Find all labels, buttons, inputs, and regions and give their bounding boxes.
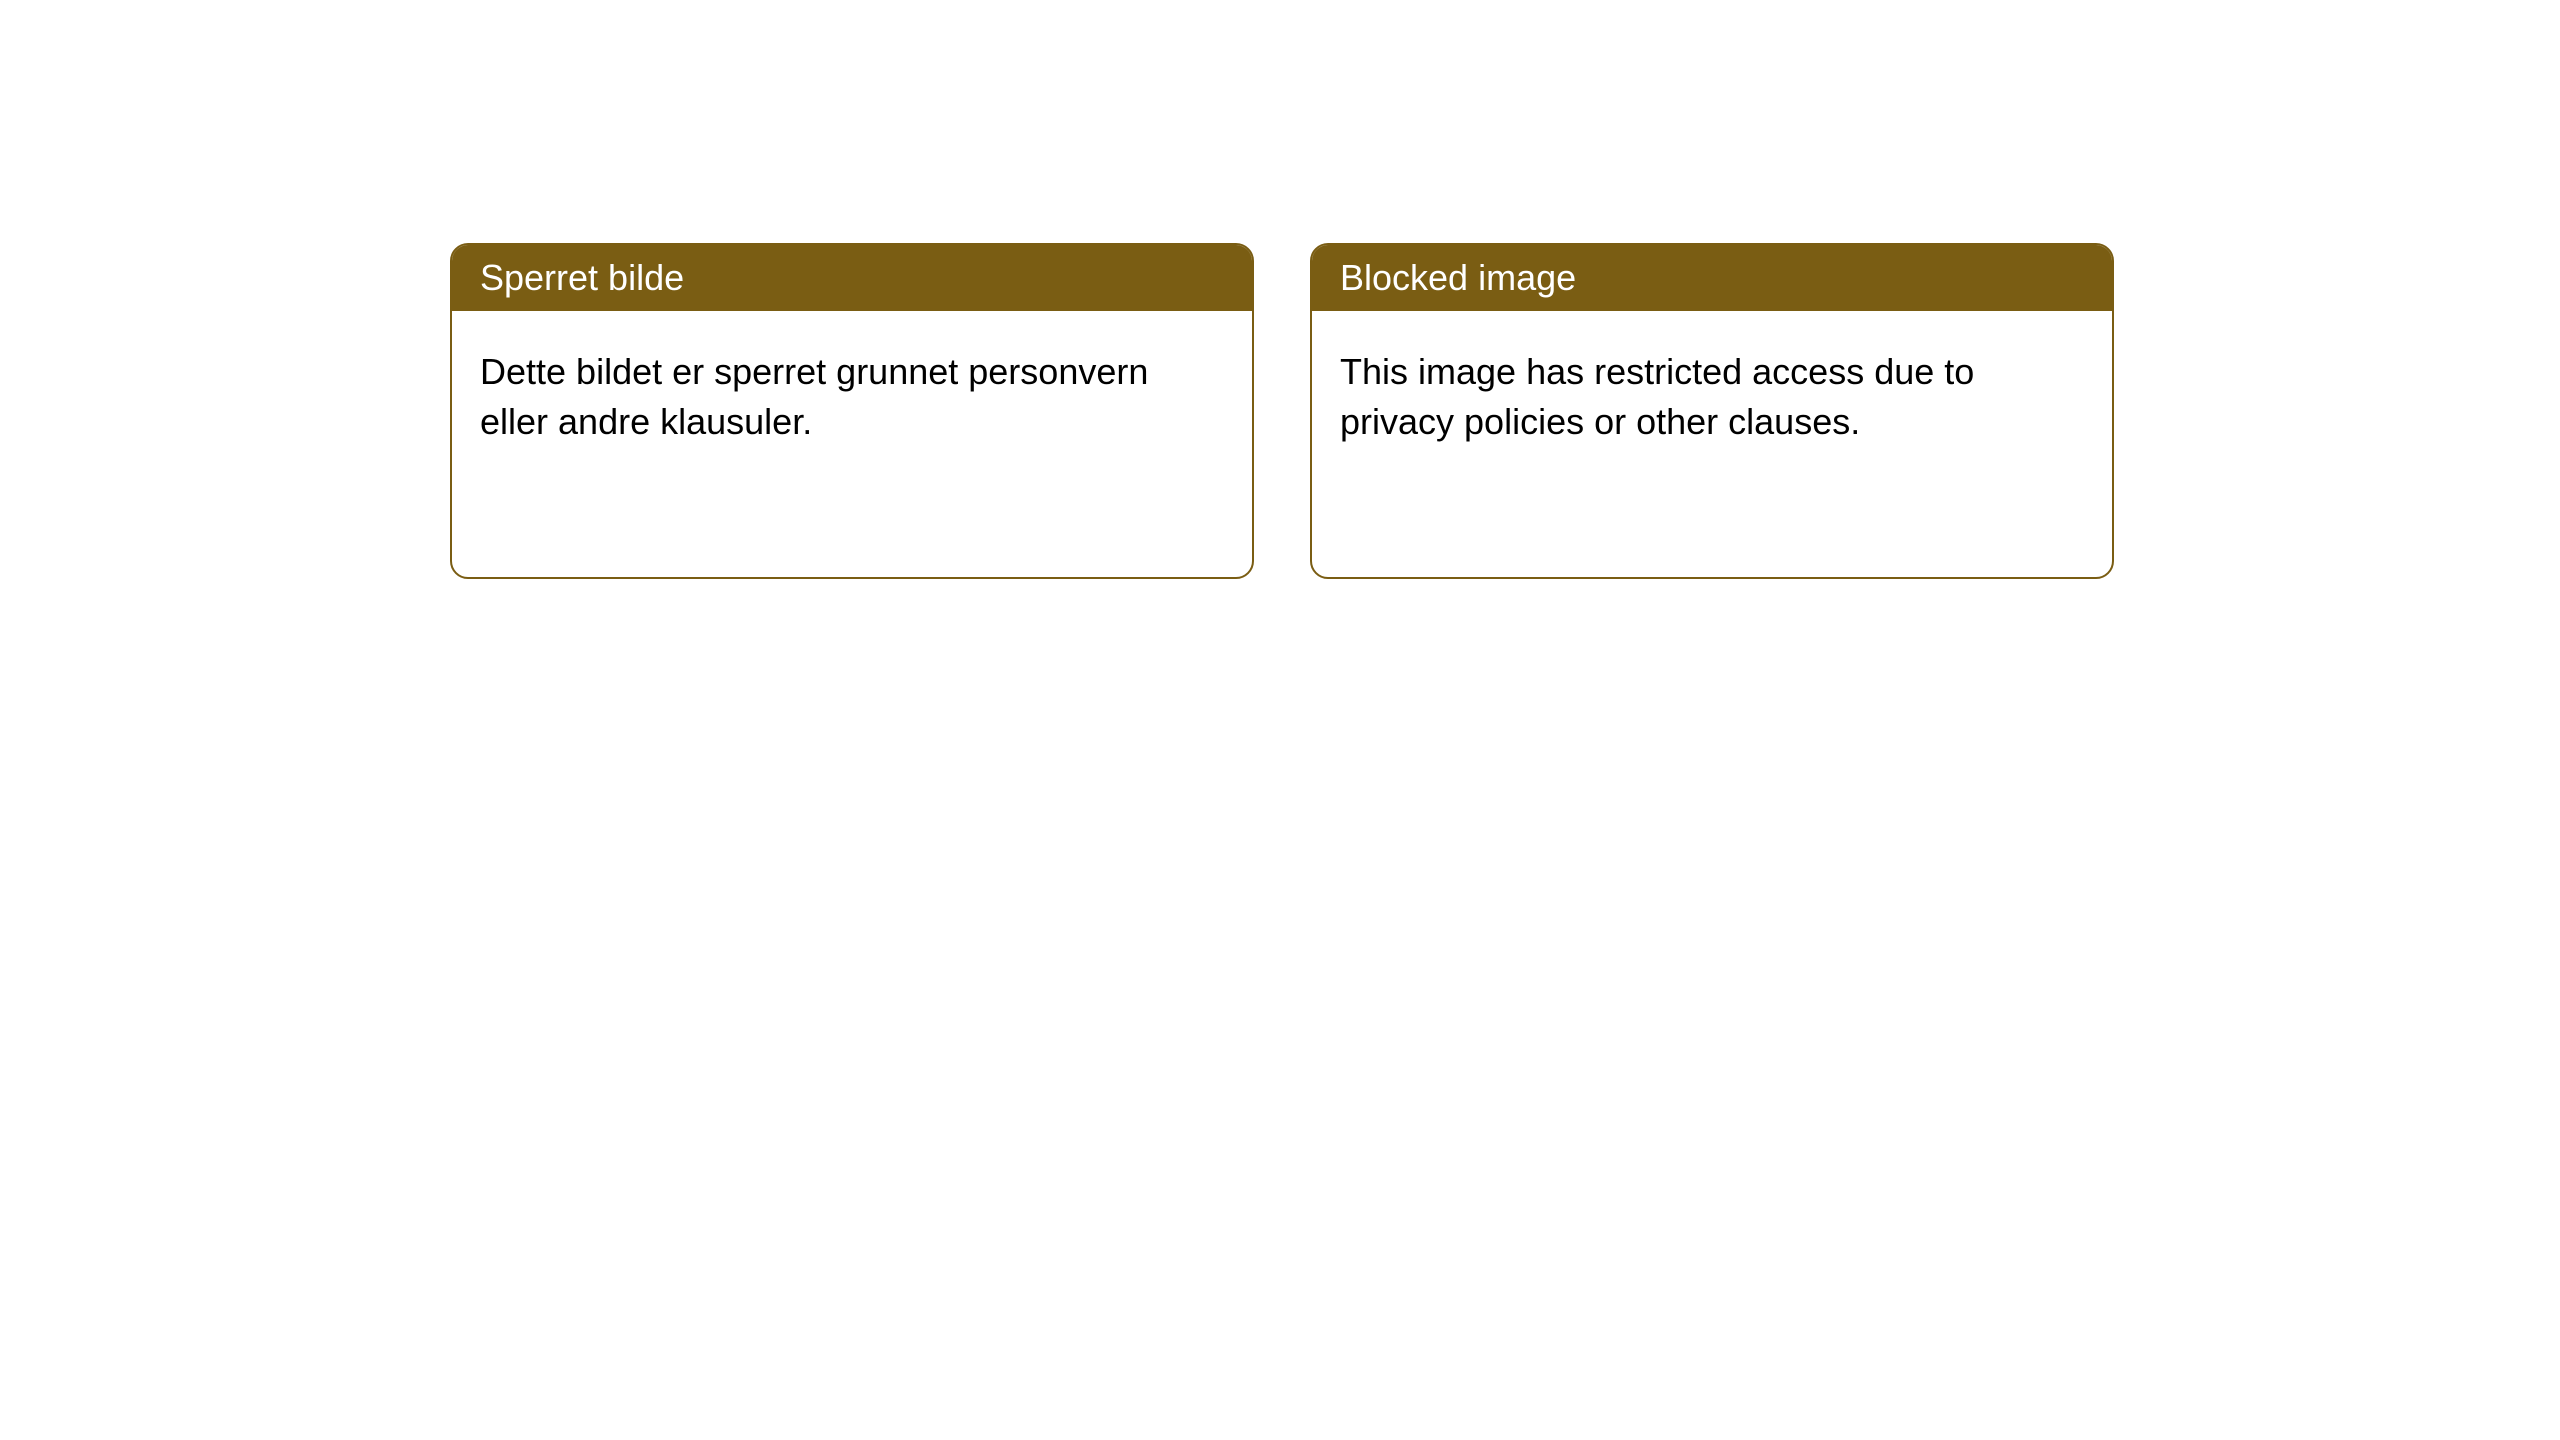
notice-body-en: This image has restricted access due to … — [1312, 311, 2112, 484]
notice-header-no: Sperret bilde — [452, 245, 1252, 311]
notice-header-en: Blocked image — [1312, 245, 2112, 311]
notice-text-en: This image has restricted access due to … — [1340, 351, 1974, 442]
notice-container: Sperret bilde Dette bildet er sperret gr… — [0, 0, 2560, 579]
notice-title-en: Blocked image — [1340, 257, 1576, 298]
notice-title-no: Sperret bilde — [480, 257, 684, 298]
notice-box-en: Blocked image This image has restricted … — [1310, 243, 2114, 579]
notice-box-no: Sperret bilde Dette bildet er sperret gr… — [450, 243, 1254, 579]
notice-text-no: Dette bildet er sperret grunnet personve… — [480, 351, 1148, 442]
notice-body-no: Dette bildet er sperret grunnet personve… — [452, 311, 1252, 484]
